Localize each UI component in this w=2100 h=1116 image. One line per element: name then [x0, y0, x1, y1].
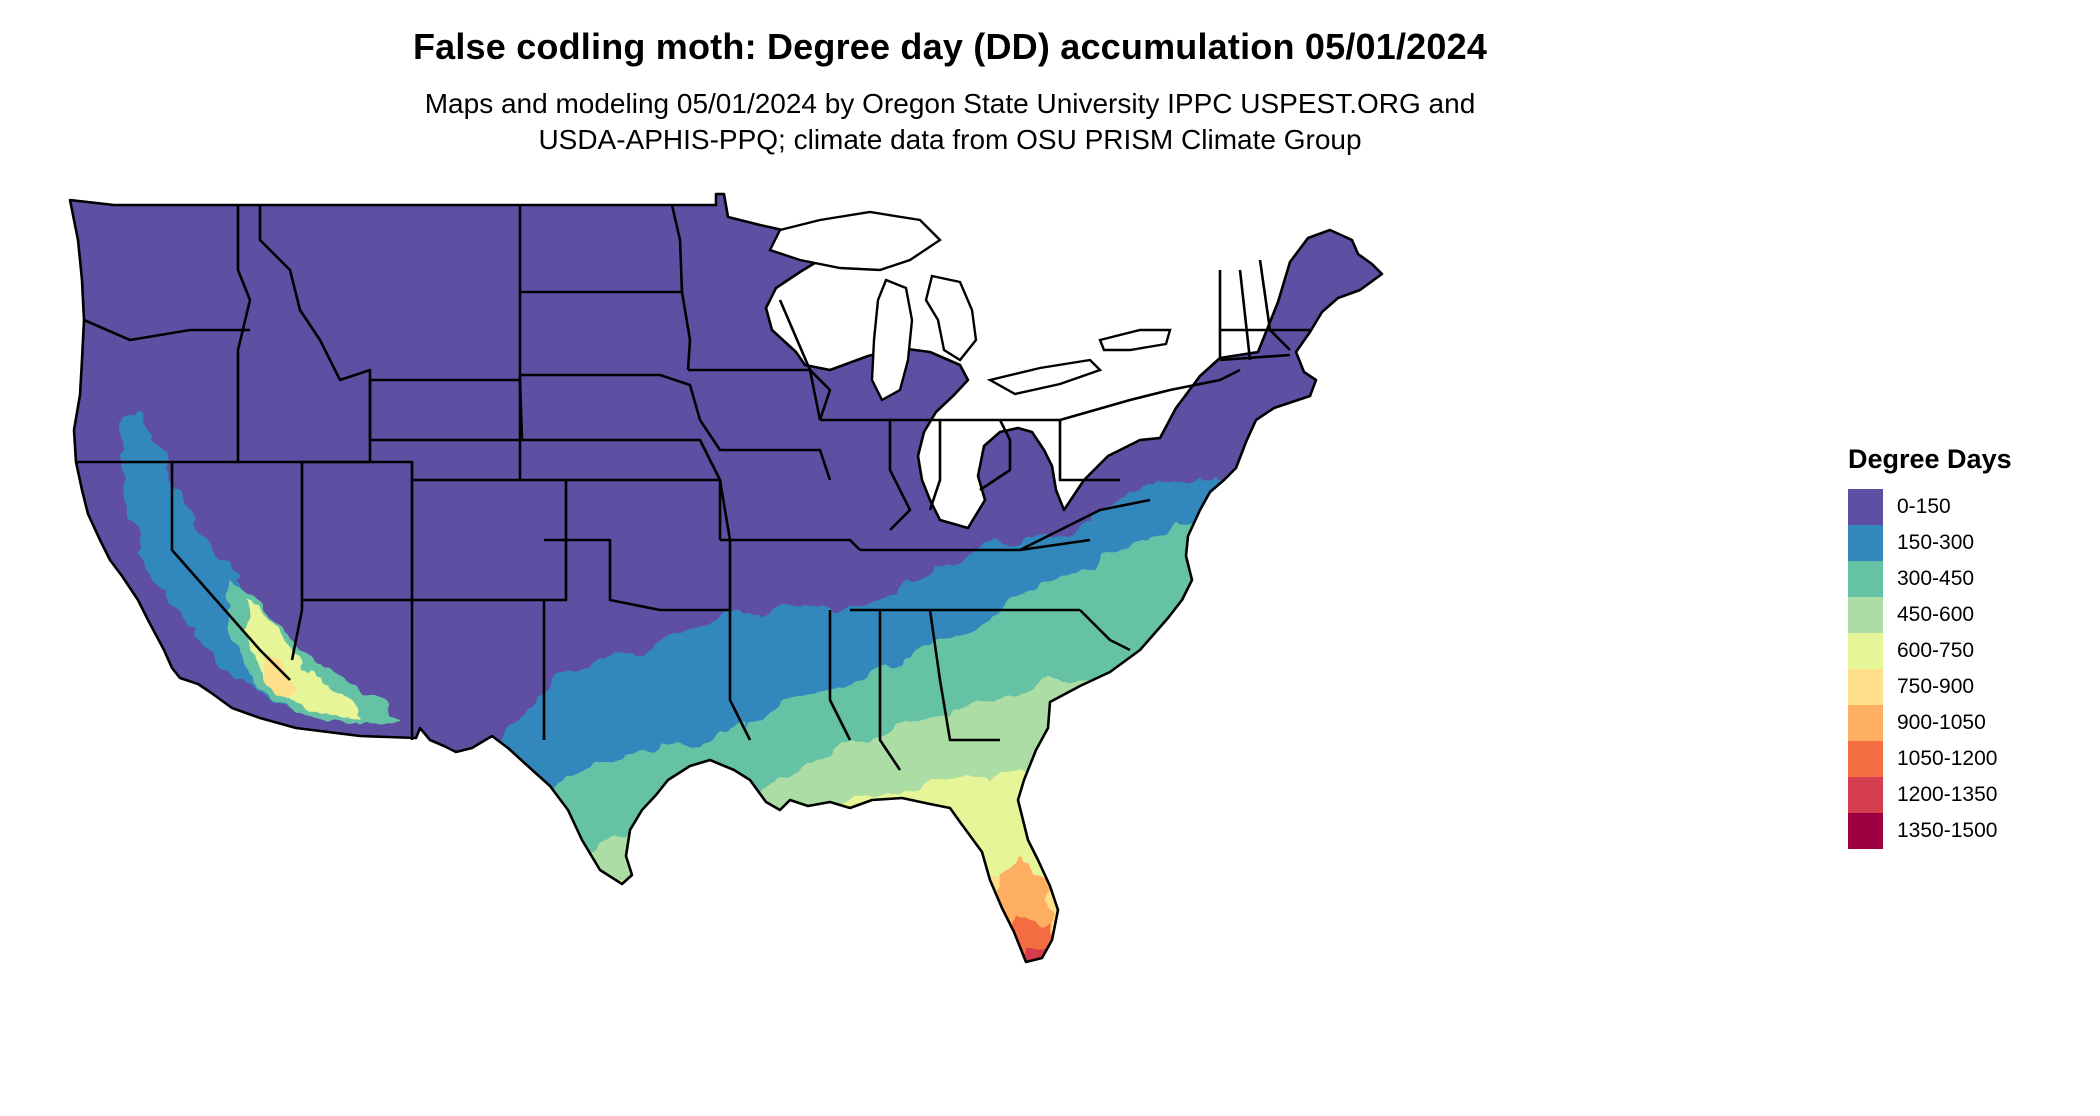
legend-swatch [1848, 669, 1883, 705]
state-boundaries [68, 192, 1384, 964]
legend-item: 1200-1350 [1848, 777, 2088, 813]
boundary-ct-ri [1219, 353, 1291, 362]
zone-900-1050 [590, 860, 1060, 962]
lake-huron [924, 274, 978, 362]
legend-label: 150-300 [1897, 531, 1975, 554]
subtitle-line-1: Maps and modeling 05/01/2024 by Oregon S… [424, 88, 1476, 119]
lake-michigan [870, 278, 914, 402]
zone-600-750 [70, 775, 1382, 962]
legend-swatch [1848, 525, 1883, 561]
great-lakes [768, 210, 1172, 402]
zone-1200-1350 [1010, 940, 1060, 962]
legend-label: 1050-1200 [1897, 747, 1998, 770]
legend-swatch [1848, 705, 1883, 741]
legend-label: 450-600 [1897, 603, 1975, 626]
legend-swatch [1848, 633, 1883, 669]
boundary-mt-nd [518, 205, 524, 441]
zone-750-900 [70, 880, 1382, 962]
zone-1050-1200 [620, 920, 1060, 962]
degree-day-map [60, 180, 1840, 1100]
lake-superior [768, 210, 942, 272]
lake-erie [986, 358, 1103, 396]
boundary-vt-nh [1238, 269, 1252, 361]
legend-item: 300-450 [1848, 561, 2088, 597]
legend-swatch [1848, 561, 1883, 597]
legend-swatch [1848, 597, 1883, 633]
boundary-pa [1000, 388, 1171, 422]
legend-items: 0-150 150-300 300-450 450-600 600-750 750-900… [1848, 489, 2088, 849]
legend-item: 750-900 [1848, 669, 2088, 705]
zone-desert-hot [245, 600, 360, 720]
zone-450-600 [70, 680, 1382, 962]
legend-item: 1050-1200 [1848, 741, 2088, 777]
subtitle-line-2: USDA-APHIS-PPQ; climate data from OSU PR… [538, 124, 1362, 155]
zone-desert-hotter [260, 650, 295, 700]
boundary-ut-az [300, 480, 414, 602]
legend: Degree Days 0-150 150-300 300-450 450-600 60… [1848, 444, 2088, 849]
legend-label: 900-1050 [1897, 711, 1986, 734]
map-title: False codling moth: Degree day (DD) accu… [412, 26, 1488, 67]
legend-swatch [1848, 777, 1883, 813]
legend-item: 900-1050 [1848, 705, 2088, 741]
boundary-va-nc [1019, 498, 1151, 552]
boundary-oh [940, 418, 1012, 492]
legend-swatch [1848, 741, 1883, 777]
boundary-in [890, 418, 942, 511]
boundary-wa-id [236, 205, 252, 410]
boundary-mn-wi [778, 299, 822, 421]
boundary-ia-mo [698, 419, 832, 481]
legend-item: 450-600 [1848, 597, 2088, 633]
map-subtitle: Maps and modeling 05/01/2024 by Oregon S… [0, 86, 1900, 158]
boundary-il [820, 418, 912, 531]
boundary-ca-nv [170, 462, 291, 681]
boundary-mn-ia [688, 368, 832, 421]
legend-label: 750-900 [1897, 675, 1975, 698]
legend-label: 0-150 [1897, 495, 1951, 518]
legend-swatch [1848, 489, 1883, 525]
legend-title: Degree Days [1848, 444, 2012, 474]
boundary-tx-ar-la [728, 610, 752, 741]
boundary-mo-ar [718, 479, 861, 551]
boundary-ms [828, 610, 852, 741]
boundary-ne-ks [520, 438, 722, 481]
boundary-sd-ne [520, 373, 702, 421]
legend-item: 600-750 [1848, 633, 2088, 669]
legend-label: 1350-1500 [1897, 819, 1998, 842]
legend-label: 1200-1350 [1897, 783, 1998, 806]
legend-item: 150-300 [1848, 525, 2088, 561]
boundary-sc [1079, 609, 1131, 652]
boundary-ny-pa [1169, 368, 1241, 392]
legend-label: 300-450 [1897, 567, 1975, 590]
lake-ontario [1098, 328, 1172, 352]
boundary-wa-or [83, 318, 250, 342]
boundary-id-mt [258, 205, 372, 440]
boundary-nd-mn [670, 204, 692, 371]
legend-label: 600-750 [1897, 639, 1975, 662]
legend-item: 0-150 [1848, 489, 2088, 525]
legend-swatch [1848, 813, 1883, 849]
boundary-ga [928, 609, 1000, 742]
boundary-id-nv-ut [236, 410, 304, 560]
legend-item: 1350-1500 [1848, 813, 2088, 849]
boundary-wv-md [1058, 420, 1120, 482]
boundary-az-ca [290, 600, 304, 661]
boundary-ut-co [302, 438, 522, 482]
boundary-al [878, 610, 902, 771]
